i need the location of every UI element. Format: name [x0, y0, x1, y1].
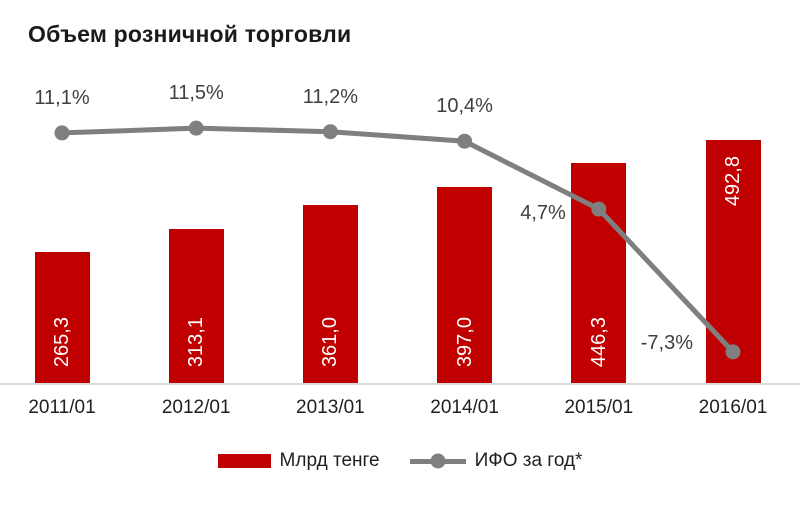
line-marker-icon	[430, 453, 446, 469]
x-axis-label: 2012/01	[161, 397, 231, 418]
x-axis-label: 2014/01	[430, 397, 499, 418]
line-value-label: 4,7%	[520, 202, 566, 225]
line-value-label: 10,4%	[436, 95, 493, 118]
line-value-label: 11,1%	[34, 86, 90, 109]
line-point-marker	[54, 125, 70, 141]
bar-value-label: 361,0	[319, 316, 342, 367]
legend: Млрд тенге ИФО за год*	[0, 450, 800, 472]
bar-value-label: 265,3	[51, 316, 73, 367]
legend-item-line-series: ИФО за год*	[409, 450, 583, 472]
bar: 492,8	[705, 140, 761, 383]
line-point-marker	[322, 124, 338, 140]
bar-value-label: 313,1	[185, 316, 208, 367]
legend-label-bar-series: Млрд тенге	[279, 450, 380, 471]
x-axis-line	[0, 383, 800, 385]
line-point-marker	[188, 120, 204, 136]
legend-label-line-series: ИФО за год*	[474, 450, 583, 471]
chart-title: Объем розничной торговли	[28, 21, 352, 47]
line-value-label: 11,5%	[168, 82, 224, 105]
bar-series-swatch-icon	[217, 454, 271, 468]
x-axis-label: 2013/01	[296, 397, 365, 418]
bar: 361,0	[302, 205, 358, 383]
line-value-label: -7,3%	[640, 331, 693, 354]
line-point-marker	[457, 133, 473, 149]
x-axis-label: 2016/01	[698, 397, 768, 418]
trend-line	[61, 125, 735, 354]
line-series-swatch-icon	[409, 453, 466, 469]
bar-value-label: 397,0	[453, 316, 476, 367]
line-value-label: 11,2%	[302, 85, 358, 108]
x-axis-label: 2015/01	[564, 397, 634, 418]
bar-value-label: 492,8	[722, 156, 744, 207]
bar: 265,3	[34, 252, 90, 383]
legend-item-bar-series: Млрд тенге	[217, 450, 380, 472]
x-axis-label: 2011/01	[28, 397, 96, 418]
bar: 313,1	[168, 228, 224, 383]
